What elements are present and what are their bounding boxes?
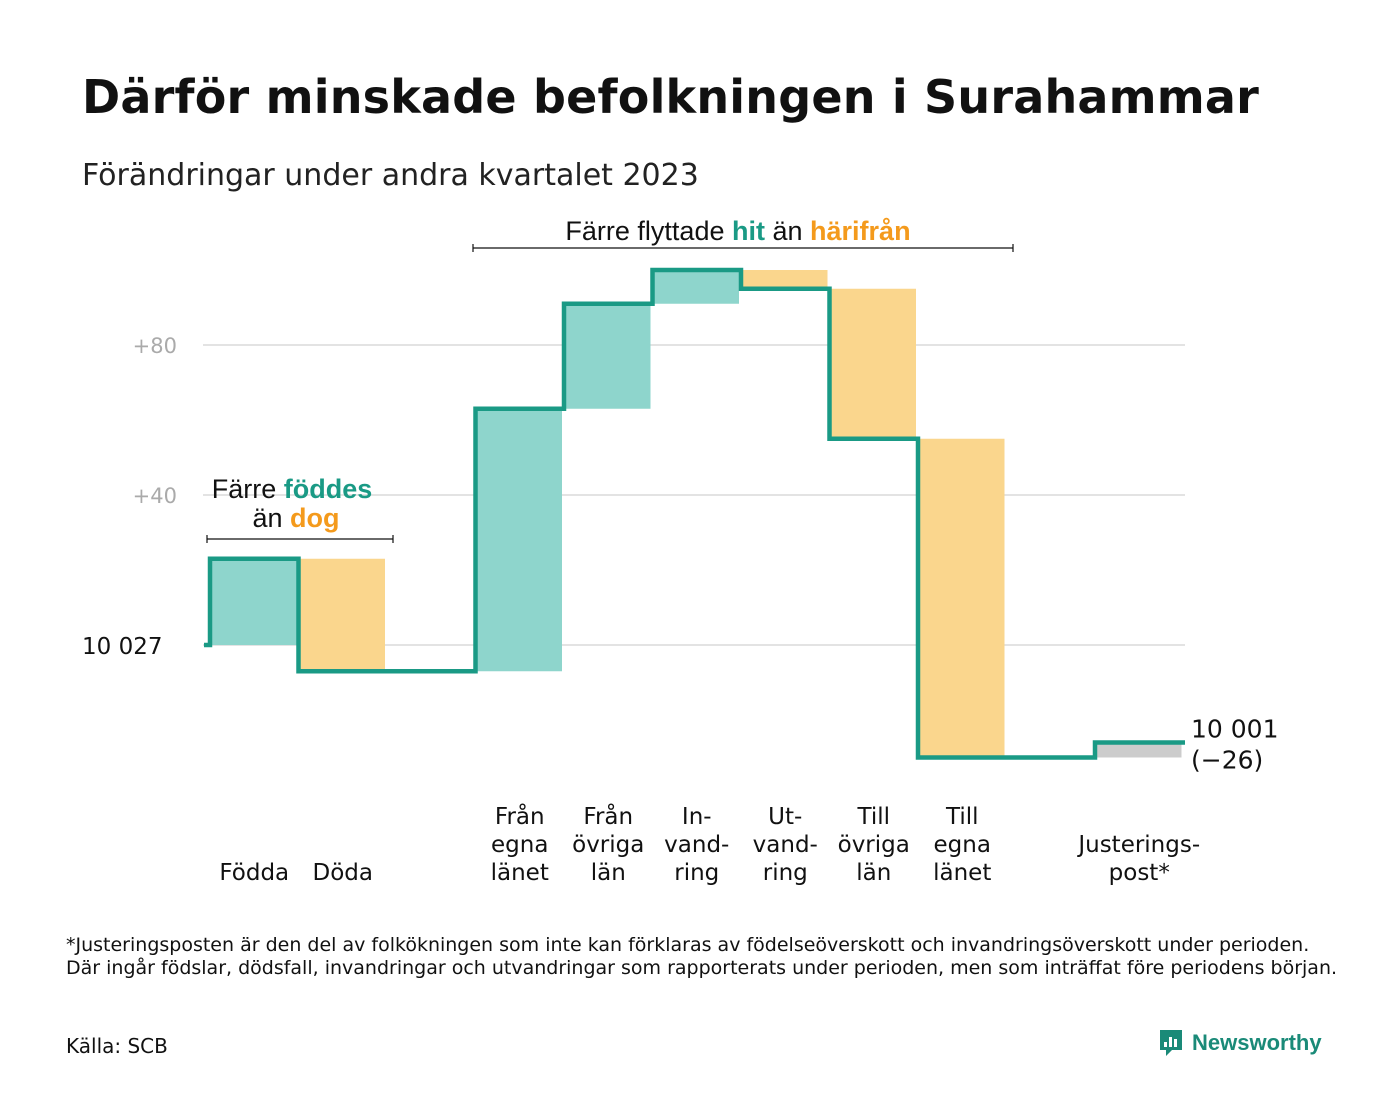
cumulative-line — [204, 267, 1185, 760]
category-label: egna — [491, 832, 548, 858]
footnote: *Justeringsposten är den del av folkökni… — [66, 934, 1338, 979]
waterfall-bar — [1095, 742, 1182, 758]
annotation-text: än — [765, 216, 810, 246]
brand-name: Newsworthy — [1192, 1030, 1322, 1055]
category-label: övriga — [572, 832, 644, 858]
newsworthy-logo-icon — [1160, 1030, 1182, 1056]
births-annotation-line2: än dog — [252, 503, 339, 533]
waterfall-bar — [564, 303, 651, 409]
brand-logo: Newsworthy — [1158, 1028, 1322, 1058]
category-label: övriga — [838, 832, 910, 858]
end-change-label: (−26) — [1191, 746, 1263, 775]
waterfall-bar — [652, 270, 739, 304]
category-label: vand- — [664, 832, 729, 858]
bar-layer — [210, 270, 1182, 758]
waterfall-bar — [298, 558, 385, 672]
waterfall-bar — [741, 270, 828, 289]
y-tick-label: +40 — [133, 484, 177, 508]
category-label: Justerings- — [1076, 832, 1200, 858]
waterfall-bar — [918, 438, 1005, 758]
category-label: In- — [682, 804, 712, 830]
waterfall-bar — [475, 408, 562, 672]
start-value-label: 10 027 — [82, 634, 162, 660]
category-label: länet — [933, 860, 991, 886]
annotation-highlight: hit — [732, 216, 765, 246]
line-layer — [204, 267, 1185, 760]
annotation-highlight: föddes — [284, 474, 373, 504]
annotation-text: Färre — [212, 474, 284, 504]
category-label: ring — [763, 860, 808, 886]
moves-annotation: Färre flyttade hit än härifrån — [565, 216, 910, 246]
category-label: ring — [674, 860, 719, 886]
annotation-highlight: dog — [290, 503, 339, 533]
category-label: post* — [1109, 860, 1170, 886]
y-tick-label: +80 — [133, 334, 177, 358]
category-label: vand- — [753, 832, 818, 858]
source-label: Källa: SCB — [66, 1034, 168, 1058]
category-label: län — [591, 860, 626, 886]
waterfall-bar — [829, 288, 916, 439]
category-label: län — [856, 860, 891, 886]
annotation-text: än — [252, 503, 290, 533]
category-label: Från — [495, 802, 545, 830]
waterfall-bar — [210, 558, 297, 645]
category-label: Till — [856, 804, 890, 830]
annotation-text: Färre flyttade — [565, 216, 732, 246]
chart-subtitle: Förändringar under andra kvartalet 2023 — [82, 158, 699, 193]
category-label: länet — [491, 860, 549, 886]
end-value-label: 10 001 — [1191, 715, 1278, 744]
chart-title: Därför minskade befolkningen i Surahamma… — [82, 70, 1260, 124]
category-label: Födda — [219, 860, 289, 886]
category-label: Till — [945, 804, 979, 830]
annotation-highlight: härifrån — [810, 216, 911, 246]
category-label: Ut- — [768, 804, 802, 830]
category-label: egna — [934, 832, 991, 858]
category-label: Från — [583, 802, 633, 830]
category-label: Döda — [313, 860, 373, 886]
births-annotation-line1: Färre föddes — [212, 474, 373, 504]
